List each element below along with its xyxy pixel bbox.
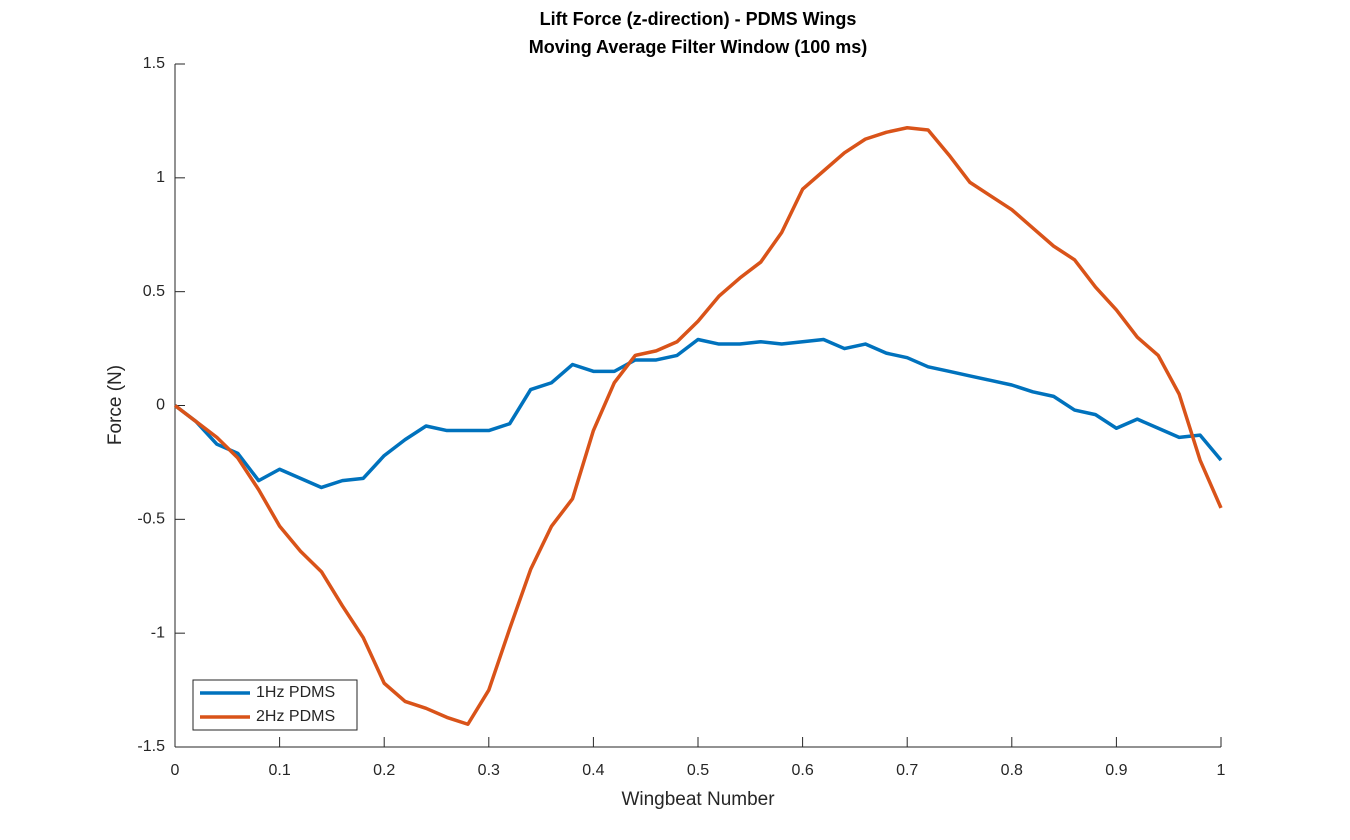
y-tick-label: 0.5	[143, 283, 165, 300]
x-tick-label: 0.2	[373, 762, 395, 779]
legend-box	[192, 679, 358, 731]
y-tick-label: -0.5	[137, 511, 165, 528]
y-tick-label: -1.5	[137, 738, 165, 755]
x-tick-label: 0.3	[478, 762, 500, 779]
legend-label: 1Hz PDMS	[256, 684, 335, 701]
data-line	[173, 126, 1223, 726]
x-tick-label: 0.6	[791, 762, 813, 779]
x-axis-label: Wingbeat Number	[621, 789, 775, 810]
chart-title: Lift Force (z-direction) - PDMS Wings	[540, 9, 857, 29]
x-tick-label: 1	[1217, 762, 1226, 779]
x-tick-label: 0.9	[1105, 762, 1127, 779]
x-tick-label: 0.8	[1001, 762, 1023, 779]
legend-label: 2Hz PDMS	[256, 708, 335, 725]
data-line	[173, 337, 1223, 490]
x-tick-label: 0.7	[896, 762, 918, 779]
x-tick-label: 0	[171, 762, 180, 779]
y-tick-label: 1	[156, 169, 165, 186]
x-tick-label: 0.5	[687, 762, 709, 779]
x-tick-label: 0.4	[582, 762, 604, 779]
y-tick-label: 1.5	[143, 55, 165, 72]
y-tick-label: 0	[156, 397, 165, 414]
x-tick-label: 0.1	[268, 762, 290, 779]
y-axis-label: Force (N)	[105, 365, 126, 445]
y-tick-label: -1	[151, 624, 165, 641]
chart-subtitle: Moving Average Filter Window (100 ms)	[529, 37, 868, 57]
